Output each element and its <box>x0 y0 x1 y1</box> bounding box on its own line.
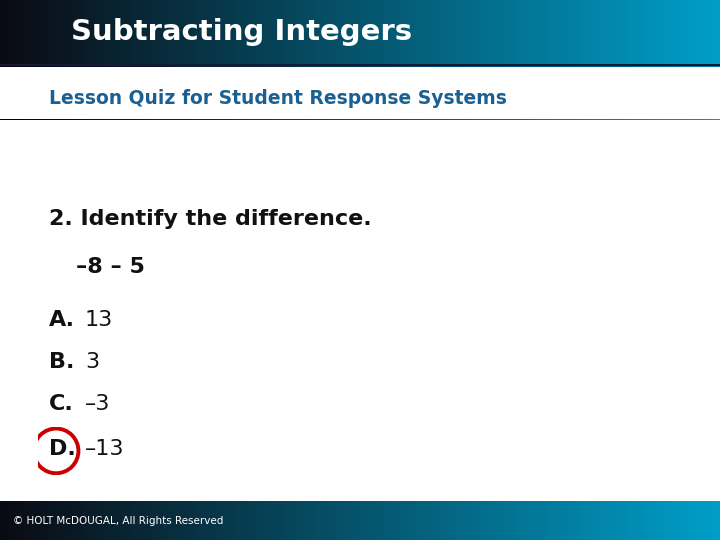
FancyBboxPatch shape <box>559 508 622 534</box>
FancyBboxPatch shape <box>490 508 554 534</box>
Ellipse shape <box>0 7 66 57</box>
Ellipse shape <box>2 10 63 53</box>
FancyBboxPatch shape <box>492 508 552 522</box>
Text: B.: B. <box>49 352 74 372</box>
Text: Next >: Next > <box>502 516 542 525</box>
FancyBboxPatch shape <box>625 508 688 534</box>
Text: Lesson: Lesson <box>570 516 611 525</box>
Text: Lesson Quiz for Student Response Systems: Lesson Quiz for Student Response Systems <box>49 89 507 109</box>
Text: –8 – 5: –8 – 5 <box>76 257 145 278</box>
Text: –13: –13 <box>85 439 125 460</box>
Text: 2. Identify the difference.: 2. Identify the difference. <box>49 208 372 229</box>
FancyBboxPatch shape <box>427 508 487 522</box>
Text: –3: –3 <box>85 394 110 414</box>
Text: 2-3: 2-3 <box>14 22 51 42</box>
Text: C.: C. <box>49 394 73 414</box>
Text: D.: D. <box>49 439 76 460</box>
Text: < Back: < Back <box>437 516 477 525</box>
FancyBboxPatch shape <box>426 508 489 534</box>
Text: 3: 3 <box>85 352 99 372</box>
Text: 13: 13 <box>85 309 113 330</box>
Text: Main: Main <box>642 516 671 525</box>
Text: A.: A. <box>49 309 75 330</box>
FancyBboxPatch shape <box>560 508 621 522</box>
FancyBboxPatch shape <box>626 508 687 522</box>
Text: Subtracting Integers: Subtracting Integers <box>71 18 412 46</box>
Text: © HOLT McDOUGAL, All Rights Reserved: © HOLT McDOUGAL, All Rights Reserved <box>13 516 223 525</box>
